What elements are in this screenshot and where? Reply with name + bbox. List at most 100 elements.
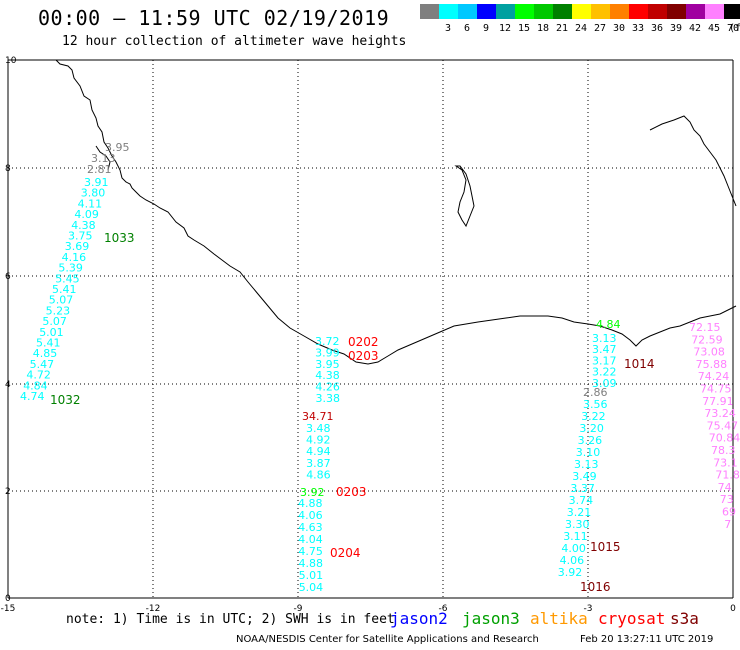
wave-height-value: 5.41: [36, 337, 61, 350]
legend-swatch: [458, 4, 477, 19]
wave-height-value: 2.86: [583, 386, 608, 399]
wave-height-value: 3.38: [316, 392, 341, 405]
wave-height-value: 4.38: [71, 219, 96, 232]
legend-swatch: [553, 4, 572, 19]
legend-label: 18: [536, 23, 550, 34]
pass-time-label: 0202: [348, 335, 379, 349]
legend-swatch: [686, 4, 705, 19]
wave-height-value: 73.24: [704, 407, 736, 420]
wave-height-value: 73: [720, 493, 734, 506]
wave-height-value: 4.92: [306, 434, 331, 447]
legend-swatch: [591, 4, 610, 19]
legend-label: 70: [726, 23, 740, 34]
legend-label: 12: [498, 23, 512, 34]
wave-height-value: 74: [718, 481, 732, 494]
pass-time-label: 0204: [330, 546, 361, 560]
coastline-north-fragment: [95, 145, 111, 171]
coastline-east-inland: [649, 115, 737, 207]
legend-swatch: [629, 4, 648, 19]
wave-height-value: 74.75: [700, 383, 732, 396]
legend-label: 33: [631, 23, 645, 34]
wave-height-value: 3.95: [315, 358, 340, 371]
wave-height-value: 3.30: [565, 518, 590, 531]
wave-height-value: 75.88: [696, 358, 728, 371]
wave-height-value: 4.72: [26, 369, 51, 382]
wave-height-value: 4.06: [298, 509, 323, 522]
wave-height-value: 5.41: [52, 283, 77, 296]
units-note: note: 1) Time is in UTC; 2) SWH is in fe…: [66, 612, 395, 627]
wave-height-value: 75.47: [707, 419, 739, 432]
legend-swatch: [420, 4, 439, 19]
pass-time-label: 1014: [624, 357, 655, 371]
wave-height-value: 4.75: [298, 545, 323, 558]
wave-height-value: 4.16: [62, 251, 87, 264]
wave-height-value: 3.09: [592, 377, 617, 390]
pass-time-label: 1016: [580, 580, 611, 594]
legend-swatch: [477, 4, 496, 19]
wave-height-value: 5.04: [299, 581, 324, 594]
wave-height-value: 3.21: [567, 506, 592, 519]
wave-height-value: 72.59: [691, 333, 723, 346]
wave-height-value: 3.56: [583, 398, 608, 411]
wave-height-value: 3.11: [563, 530, 588, 543]
wave-height-value: 5.39: [58, 262, 83, 275]
legend-swatch: [648, 4, 667, 19]
wave-height-value: 4.84: [596, 318, 621, 331]
legend-label: 3: [444, 23, 452, 34]
legend-label: 45: [707, 23, 721, 34]
wave-height-value: 3.91: [84, 176, 109, 189]
map-subtitle: 12 hour collection of altimeter wave hei…: [62, 34, 407, 49]
generation-timestamp: Feb 20 13:27:11 UTC 2019: [580, 634, 714, 645]
wave-height-value: 4.26: [315, 381, 340, 394]
wave-height-value: 4.00: [561, 542, 586, 555]
legend-swatch: [439, 4, 458, 19]
wave-height-value: 34.71: [302, 410, 334, 423]
pass-time-label: 1015: [590, 540, 621, 554]
wave-height-value: 3.74: [569, 494, 594, 507]
wave-height-value: 77.91: [702, 395, 734, 408]
wave-height-value: 3.13: [91, 152, 116, 165]
legend-label: 30: [612, 23, 626, 34]
wave-height-value: 3.87: [306, 457, 331, 470]
legend-swatch: [515, 4, 534, 19]
wave-height-value: 3.13: [574, 458, 599, 471]
wave-height-value: 73.08: [693, 346, 725, 359]
wave-height-value: 3.26: [578, 434, 603, 447]
wave-height-value: 3.48: [306, 422, 331, 435]
wave-height-value: 3.80: [81, 187, 106, 200]
legend-label: 36: [650, 23, 664, 34]
wave-height-value: 4.86: [306, 468, 331, 481]
wave-height-value: 5.01: [299, 569, 324, 582]
wave-height-value: 3.49: [572, 470, 597, 483]
wave-height-value: 3.47: [592, 343, 617, 356]
legend-swatch: [724, 4, 740, 19]
wave-height-value: 3.10: [576, 446, 601, 459]
y-tick-label: 4: [5, 380, 11, 390]
x-tick-label: -15: [1, 604, 16, 614]
y-tick-label: 0: [5, 594, 11, 604]
wave-height-value: 3.37: [570, 482, 595, 495]
pass-time-label: 1032: [50, 393, 81, 407]
coastline-lake-volta: [454, 165, 475, 228]
wave-height-value: 4.85: [33, 347, 58, 360]
wave-height-value: 5.01: [39, 326, 64, 339]
legend-swatch: [534, 4, 553, 19]
wave-height-value: 5.23: [46, 304, 71, 317]
wave-height-value: 69: [722, 506, 736, 519]
wave-height-value: 70.84: [709, 432, 740, 445]
y-tick-label: 10: [5, 56, 17, 66]
legend-label: 39: [669, 23, 683, 34]
wave-height-value: 71.8: [715, 469, 740, 482]
wave-height-value: 72.15: [689, 321, 721, 334]
wave-height-value: 3.17: [592, 354, 617, 367]
legend-label: 42: [688, 23, 702, 34]
y-tick-label: 2: [5, 487, 11, 497]
wave-height-value: 3.22: [592, 366, 617, 379]
pass-time-label: 0203: [336, 485, 367, 499]
legend-label: 27: [593, 23, 607, 34]
legend-swatch: [610, 4, 629, 19]
wave-height-value: 7: [724, 518, 731, 531]
wave-height-value: 3.13: [592, 332, 617, 345]
satellite-name-jason3: jason3: [462, 609, 520, 628]
